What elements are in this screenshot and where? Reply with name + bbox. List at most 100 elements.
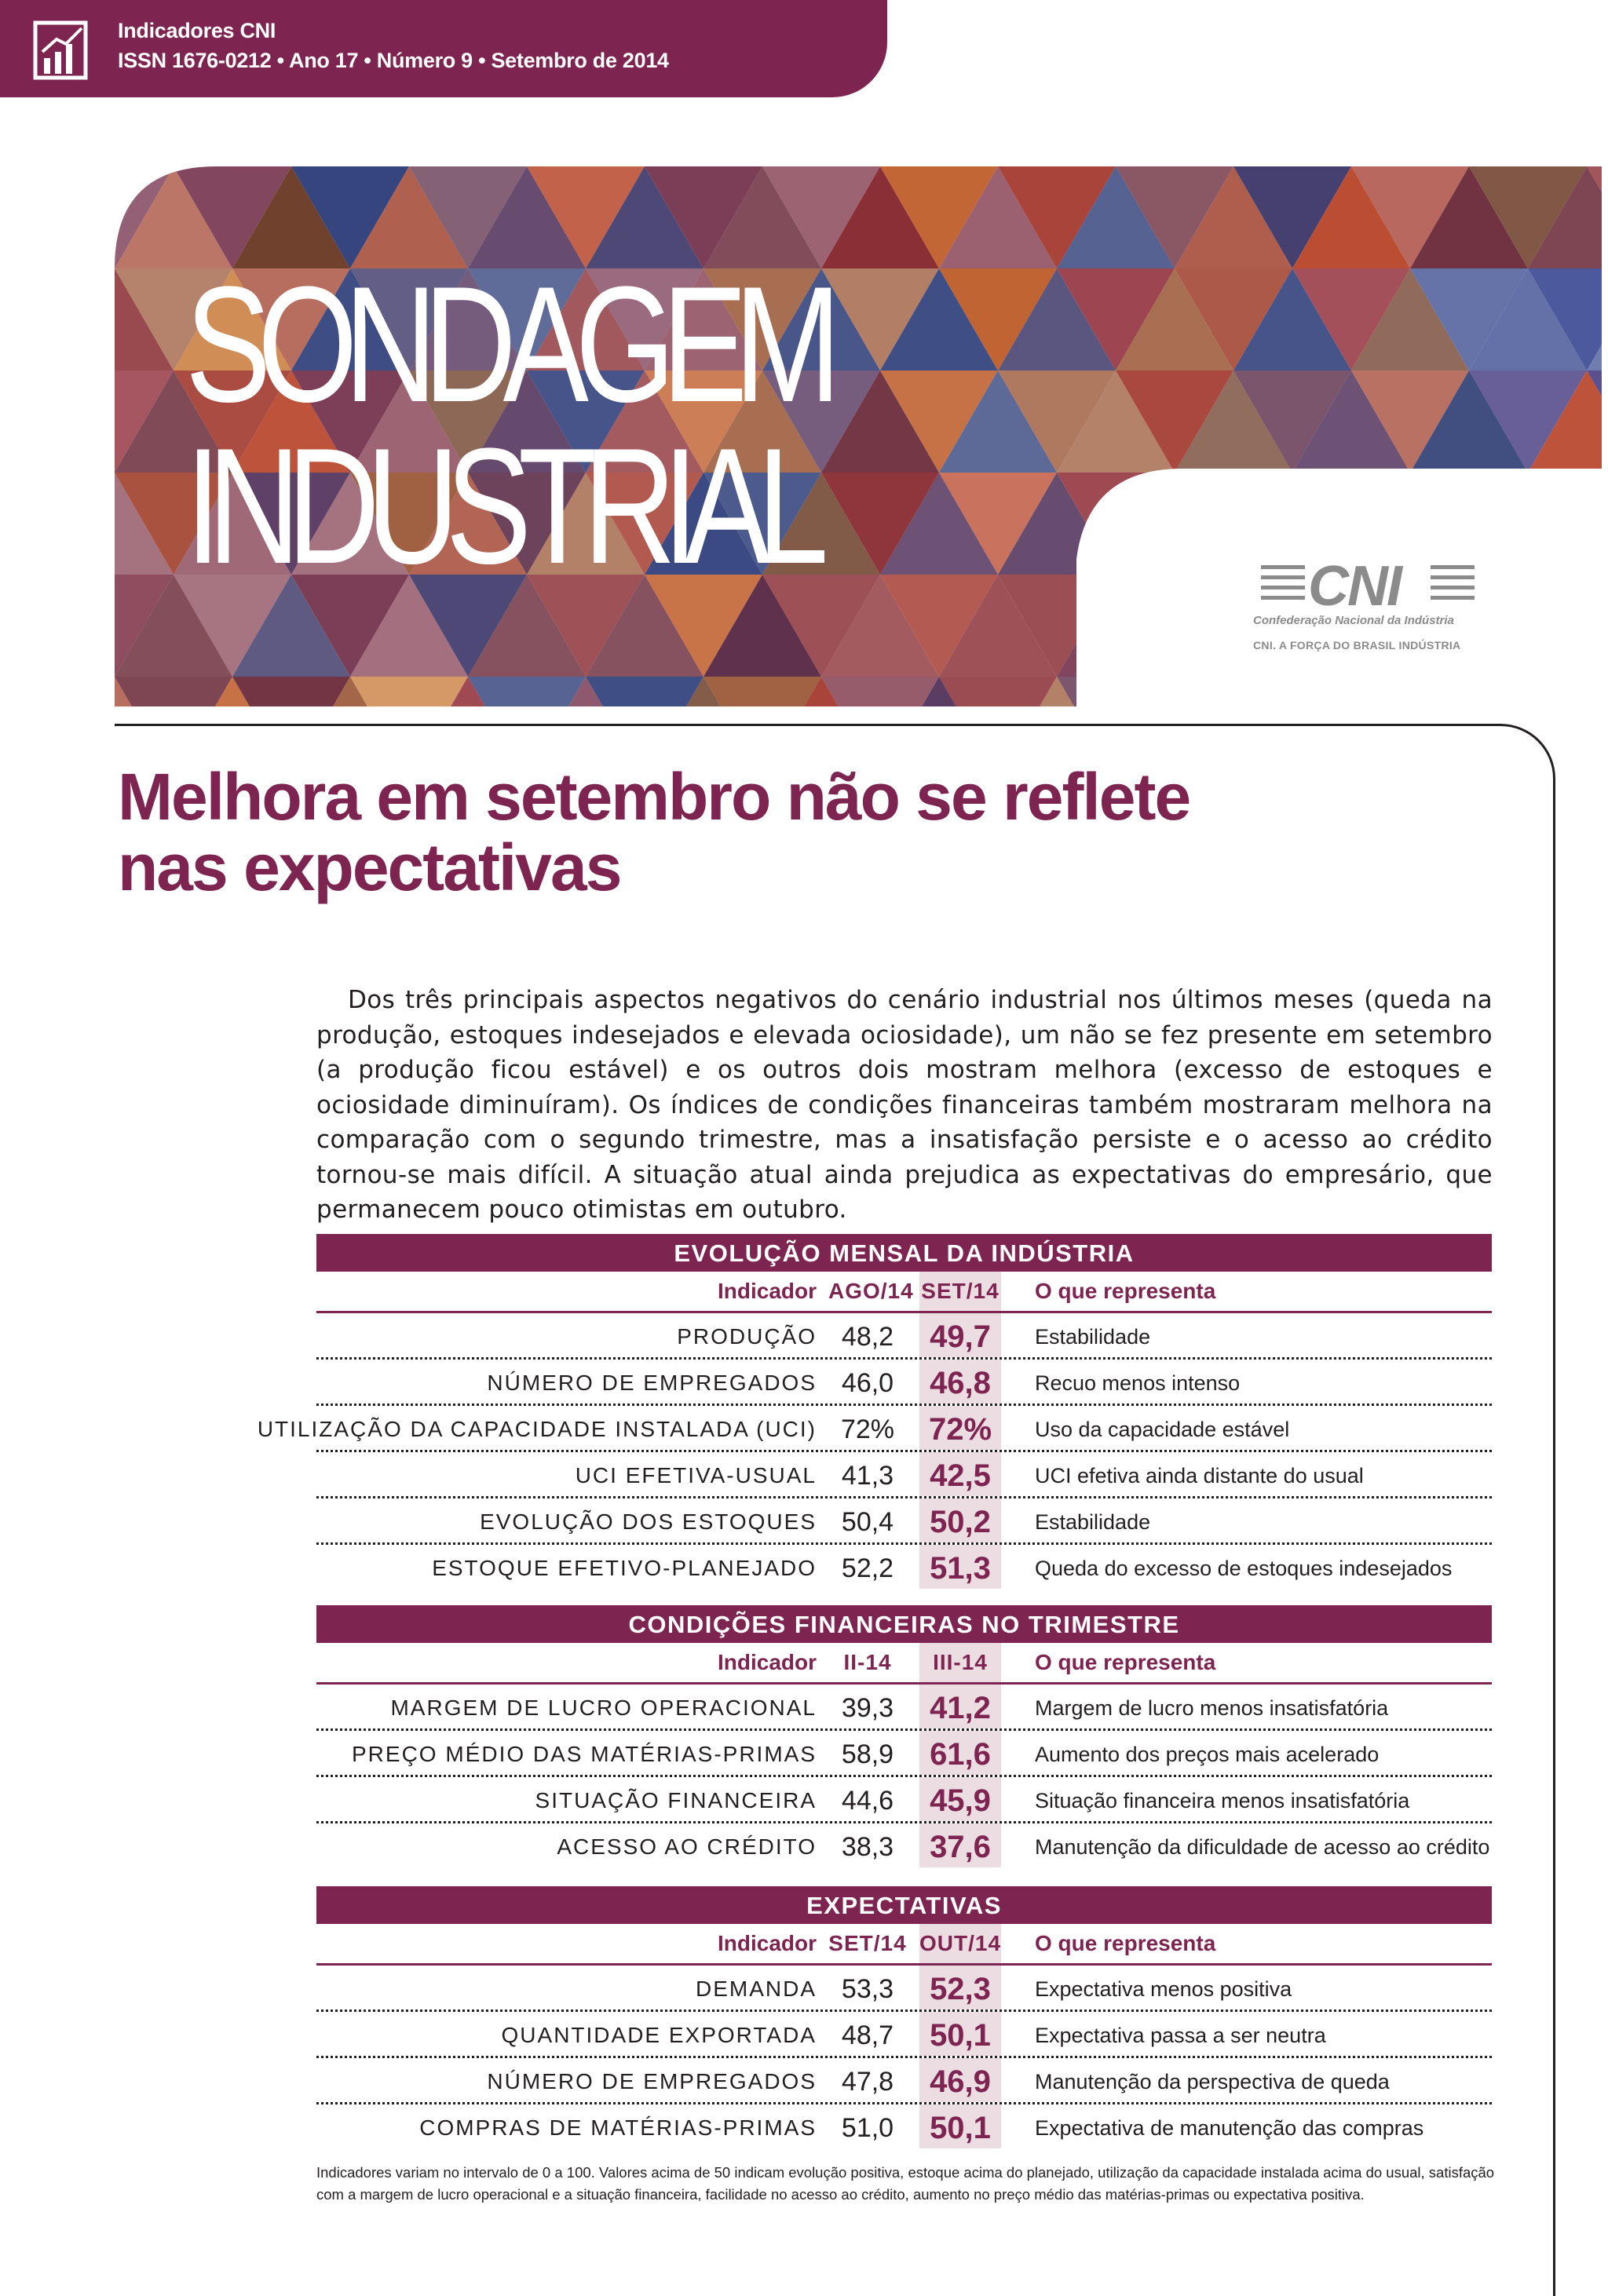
mosaic-triangle [409, 575, 527, 677]
logo-wordmark: CNI [1308, 555, 1402, 618]
mosaic-triangle [1351, 370, 1469, 473]
mosaic-triangle [645, 166, 762, 268]
table-title: EXPECTATIVAS [316, 1886, 1492, 1924]
headline-line-1: Melhora em setembro não se reflete [118, 760, 1191, 834]
table-header-row: Indicador AGO/14 SET/14 O que representa [316, 1272, 1492, 1313]
mosaic-triangle [174, 268, 291, 370]
mosaic-triangle [232, 166, 350, 268]
mosaic-triangle [1116, 677, 1233, 706]
mosaic-triangle [586, 473, 704, 575]
article-headline: Melhora em setembro não se reflete nas e… [118, 761, 1413, 903]
mosaic-triangle [1410, 268, 1528, 370]
series-name: Indicadores CNI [118, 19, 276, 42]
mosaic-triangle [1528, 268, 1602, 370]
previous-value: 53,3 [841, 1974, 894, 2004]
mosaic-triangle [880, 575, 998, 677]
mosaic-triangle [1410, 166, 1528, 268]
mosaic-triangle [762, 268, 880, 370]
title-line-2: INDUSTRIAL [185, 414, 828, 598]
table-row: PREÇO MÉDIO DAS MATÉRIAS-PRIMAS 58,9 61,6 A… [316, 1731, 1492, 1777]
mosaic-triangle [409, 370, 527, 473]
mosaic-triangle [350, 268, 468, 370]
mosaic-triangle [880, 166, 998, 268]
bar-chart-icon [33, 20, 88, 80]
mosaic-triangle [527, 268, 645, 370]
logo-stripes-right [1431, 565, 1475, 611]
mosaic-triangle [1587, 473, 1602, 575]
current-value: 61,6 [919, 1731, 1001, 1775]
report-title: SONDAGEM INDUSTRIAL [185, 262, 841, 598]
mosaic-triangle [586, 575, 704, 677]
indicator-name: COMPRAS DE MATÉRIAS-PRIMAS [419, 2115, 817, 2140]
current-value: 45,9 [919, 1777, 1001, 1821]
table-row: ACESSO AO CRÉDITO 38,3 37,6 Manutenção da d… [316, 1823, 1492, 1867]
mosaic-triangle [350, 473, 468, 575]
table-row: EVOLUÇÃO DOS ESTOQUES 50,4 50,2 Estabilidad… [316, 1498, 1492, 1545]
mosaic-triangle [115, 473, 232, 575]
previous-value: 51,0 [841, 2113, 894, 2143]
mosaic-triangle [1469, 268, 1587, 370]
current-value: 41,2 [919, 1685, 1001, 1728]
mosaic-triangle [1587, 575, 1602, 677]
mosaic-triangle [1351, 166, 1469, 268]
mosaic-triangle [115, 166, 174, 268]
previous-value: 48,2 [841, 1322, 894, 1352]
mosaic-triangle [586, 166, 704, 268]
mosaic-triangle [704, 370, 821, 473]
mosaic-triangle [880, 370, 998, 473]
table-header-row: Indicador SET/14 OUT/14 O que representa [316, 1924, 1492, 1966]
logo-stripes-left [1261, 565, 1305, 611]
mosaic-triangle [586, 370, 704, 473]
mosaic-triangle [409, 268, 527, 370]
mosaic-triangle [115, 268, 232, 370]
mosaic-triangle [939, 268, 1057, 370]
header-meaning: O que representa [1035, 1931, 1216, 1955]
mosaic-triangle [350, 677, 468, 706]
mosaic-triangle [1233, 370, 1351, 473]
table-row: UCI EFETIVA-USUAL 41,3 42,5 UCI efetiva ain… [316, 1452, 1492, 1498]
mosaic-triangle [1351, 268, 1469, 370]
mosaic-triangle [1410, 370, 1528, 473]
mosaic-triangle [1469, 166, 1587, 268]
current-value: 46,9 [919, 2058, 1001, 2102]
mosaic-triangle [174, 575, 291, 677]
meaning-text: Situação financeira menos insatisfatória [1035, 1789, 1410, 1812]
indicator-table: CONDIÇÕES FINANCEIRAS NO TRIMESTRE Indica… [316, 1605, 1492, 1867]
current-value: 52,3 [919, 1966, 1001, 2009]
indicator-table: EXPECTATIVAS Indicador SET/14 OUT/14 O que r… [316, 1886, 1492, 2148]
mosaic-triangle [1469, 370, 1587, 473]
meaning-text: Queda do excesso de estoques indesejados [1035, 1557, 1453, 1580]
current-value: 46,8 [919, 1360, 1001, 1404]
mosaic-triangle [821, 166, 939, 268]
mosaic-triangle [115, 677, 232, 706]
mosaic-triangle [1175, 268, 1292, 370]
mosaic-triangle [586, 268, 704, 370]
mosaic-triangle [1351, 677, 1469, 706]
current-value: 72% [919, 1406, 1001, 1450]
indicator-name: UTILIZAÇÃO DA CAPACIDADE INSTALADA (UCI) [257, 1417, 817, 1441]
mosaic-triangle [1410, 677, 1528, 706]
mosaic-triangle [1116, 166, 1233, 268]
mosaic-triangle [1528, 473, 1602, 575]
publication-header-bar: Indicadores CNI ISSN 1676-0212 • Ano 17 … [0, 0, 887, 97]
indicator-name: MARGEM DE LUCRO OPERACIONAL [390, 1696, 817, 1720]
mosaic-triangle [645, 575, 762, 677]
mosaic-triangle [174, 166, 291, 268]
header-previous-period: SET/14 [828, 1931, 907, 1955]
table-row: SITUAÇÃO FINANCEIRA 44,6 45,9 Situação fina… [316, 1777, 1492, 1823]
mosaic-triangle [468, 370, 586, 473]
mosaic-triangle [998, 370, 1116, 473]
mosaic-triangle [291, 473, 409, 575]
mosaic-triangle [350, 166, 468, 268]
mosaic-triangle [291, 268, 409, 370]
headline-line-2: nas expectativas [118, 830, 622, 904]
mosaic-triangle [880, 473, 998, 575]
mosaic-triangle [939, 575, 1057, 677]
mosaic-triangle [821, 575, 939, 677]
meaning-text: Expectativa de manutenção das compras [1035, 2116, 1424, 2140]
mosaic-triangle [115, 370, 174, 473]
header-current-period: OUT/14 [919, 1924, 1001, 1963]
table-title: EVOLUÇÃO MENSAL DA INDÚSTRIA [316, 1234, 1492, 1272]
mosaic-triangle [704, 473, 821, 575]
meaning-text: Margem de lucro menos insatisfatória [1035, 1696, 1389, 1720]
